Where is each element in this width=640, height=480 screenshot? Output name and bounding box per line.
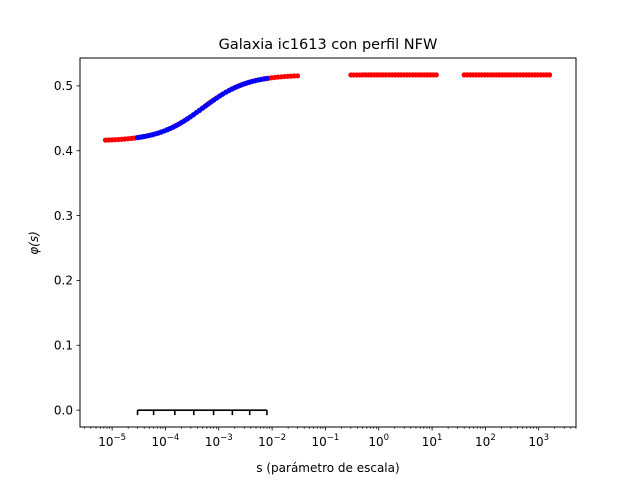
x-tick-label: 102 [475, 433, 496, 449]
data-point [433, 72, 439, 78]
y-tick-label: 0.4 [54, 144, 73, 158]
x-tick-label: 103 [528, 433, 549, 449]
y-tick-label: 0.2 [54, 274, 73, 288]
axes-frame [79, 57, 577, 428]
y-axis-label: φ(s) [27, 231, 41, 255]
data-point [264, 75, 270, 82]
y-tick-label: 0.1 [54, 339, 73, 353]
data-point [547, 72, 553, 78]
x-axis: 10−5 10−4 10−3 10−2 10−1 100 101 102 103 [83, 427, 577, 449]
y-tick-label: 0.3 [54, 209, 73, 223]
data-point [294, 73, 301, 79]
y-tick-label: 0.5 [54, 79, 73, 93]
x-tick-label: 10−3 [205, 433, 233, 449]
y-tick-label: 0.0 [54, 403, 73, 417]
x-tick-label: 101 [422, 433, 443, 449]
x-tick-label: 10−2 [258, 433, 286, 449]
y-axis: 0.0 0.1 0.2 0.3 0.4 0.5 [54, 79, 80, 417]
chart-title: Galaxia ic1613 con perfil NFW [219, 37, 438, 53]
plot-area [102, 72, 553, 416]
x-tick-label: 10−1 [312, 433, 340, 449]
x-tick-label: 10−5 [98, 433, 126, 449]
x-tick-label: 10−4 [152, 433, 180, 449]
x-axis-label: s (parámetro de escala) [256, 461, 399, 475]
x-tick-label: 100 [368, 433, 389, 449]
